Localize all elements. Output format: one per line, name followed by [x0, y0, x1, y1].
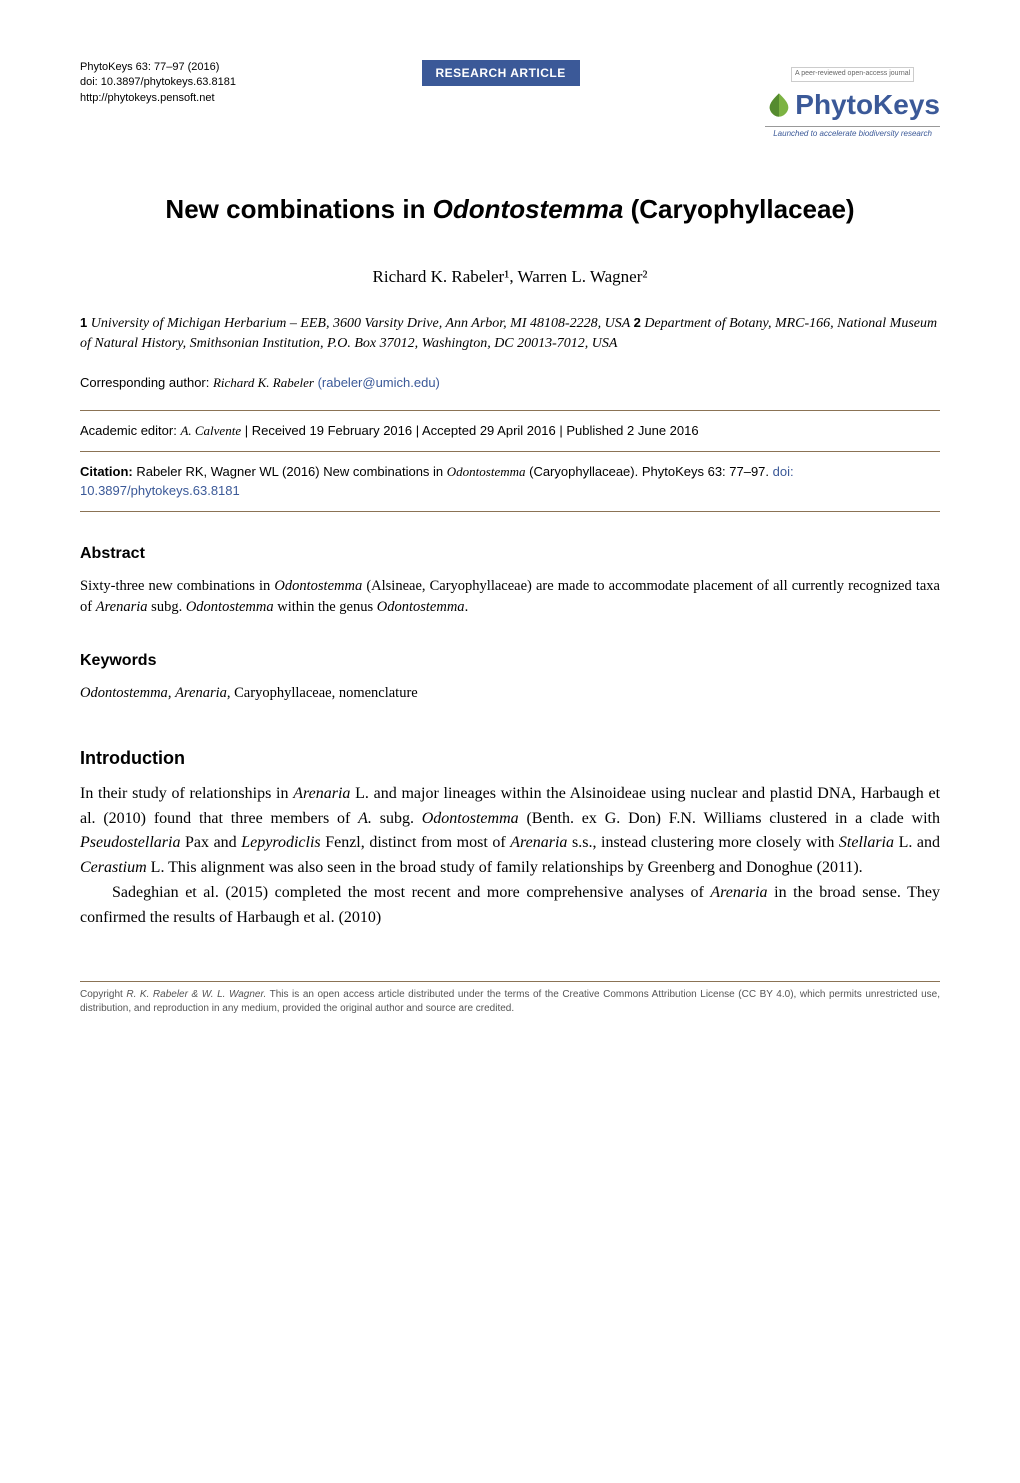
journal-ref: PhytoKeys 63: 77–97 (2016)	[80, 60, 236, 75]
journal-meta: PhytoKeys 63: 77–97 (2016) doi: 10.3897/…	[80, 60, 236, 106]
citation-genus: Odontostemma	[447, 464, 526, 479]
authors: Richard K. Rabeler¹, Warren L. Wagner²	[80, 264, 940, 290]
logo-name: PhytoKeys	[795, 84, 940, 126]
journal-url[interactable]: http://phytokeys.pensoft.net	[80, 91, 236, 106]
corresponding-label: Corresponding author:	[80, 375, 213, 390]
leaf-icon	[765, 91, 793, 119]
editor-label: Academic editor:	[80, 423, 180, 438]
logo-text: PhytoKeys	[765, 84, 940, 126]
page-header: PhytoKeys 63: 77–97 (2016) doi: 10.3897/…	[80, 60, 940, 140]
title-prefix: New combinations in	[165, 194, 432, 224]
abstract-heading: Abstract	[80, 542, 940, 566]
citation-text2: (Caryophyllaceae). PhytoKeys 63: 77–97.	[526, 464, 773, 479]
doi-line: doi: 10.3897/phytokeys.63.8181	[80, 75, 236, 90]
editor-dates-row: Academic editor: A. Calvente | Received …	[80, 411, 940, 451]
journal-logo: A peer-reviewed open-access journal Phyt…	[765, 60, 940, 140]
logo-tagline: Launched to accelerate biodiversity rese…	[765, 126, 940, 140]
affiliations: 1 University of Michigan Herbarium – EEB…	[80, 314, 940, 355]
title-suffix: (Caryophyllaceae)	[623, 194, 854, 224]
corresponding-author: Corresponding author: Richard K. Rabeler…	[80, 373, 940, 393]
citation-block: Citation: Rabeler RK, Wagner WL (2016) N…	[80, 452, 940, 511]
keywords-body: Odontostemma, Arenaria, Caryophyllaceae,…	[80, 683, 940, 705]
open-access-badge: A peer-reviewed open-access journal	[791, 67, 914, 82]
citation-label: Citation:	[80, 464, 136, 479]
divider	[80, 511, 940, 512]
citation-text: Rabeler RK, Wagner WL (2016) New combina…	[136, 464, 446, 479]
intro-para-1: In their study of relationships in Arena…	[80, 782, 940, 881]
article-type-badge: RESEARCH ARTICLE	[422, 60, 580, 86]
corresponding-email[interactable]: (rabeler@umich.edu)	[314, 375, 440, 390]
introduction-heading: Introduction	[80, 745, 940, 772]
corresponding-name: Richard K. Rabeler	[213, 375, 314, 390]
keywords-heading: Keywords	[80, 649, 940, 673]
affil-1-text: University of Michigan Herbarium – EEB, …	[87, 316, 633, 331]
title-genus: Odontostemma	[433, 194, 624, 224]
introduction-body: In their study of relationships in Arena…	[80, 782, 940, 931]
copyright-notice: Copyright R. K. Rabeler & W. L. Wagner. …	[80, 982, 940, 1016]
affil-2-num: 2	[634, 315, 641, 330]
intro-para-2: Sadeghian et al. (2015) completed the mo…	[80, 881, 940, 931]
editor-name: A. Calvente	[180, 423, 241, 438]
dates-text: | Received 19 February 2016 | Accepted 2…	[241, 423, 699, 438]
article-title: New combinations in Odontostemma (Caryop…	[80, 190, 940, 229]
abstract-body: Sixty-three new combinations in Odontost…	[80, 576, 940, 620]
